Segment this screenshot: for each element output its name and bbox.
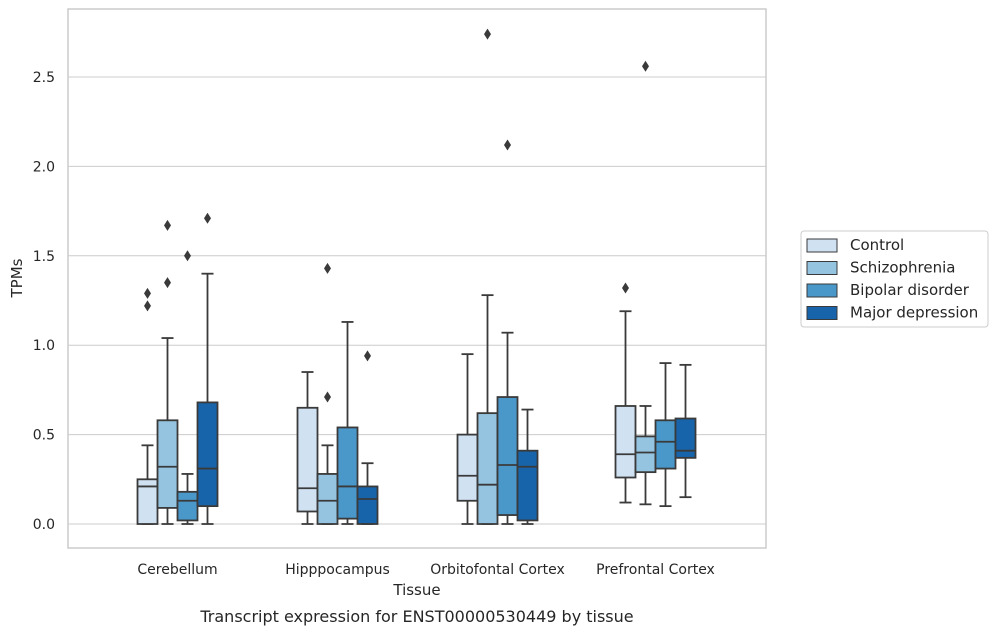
legend-swatch [806, 306, 838, 320]
outlier-point [364, 350, 371, 362]
box-bipolar-disorder [336, 321, 359, 525]
outlier-point [324, 262, 331, 274]
legend-swatch [806, 238, 838, 253]
box-bipolar-disorder [176, 250, 199, 525]
outlier-point [504, 139, 511, 151]
x-tick-label: Prefrontal Cortex [596, 562, 715, 578]
x-tick-label: Cerebellum [137, 562, 217, 578]
outlier-point [164, 277, 171, 289]
y-tick-label: 1.0 [33, 338, 55, 354]
box-body [336, 426, 359, 520]
box-schizophrenia [634, 60, 657, 506]
box-body [356, 485, 379, 525]
box-body [516, 449, 539, 522]
y-tick-labels: 0.0 0.5 1.0 1.5 2.0 2.5 [33, 70, 55, 533]
box-control [456, 353, 479, 525]
box-body [156, 419, 179, 509]
box-control [614, 282, 637, 504]
outlier-point [622, 282, 629, 294]
box-control [296, 371, 319, 525]
box-body [176, 490, 199, 522]
plot-area-frame [67, 8, 767, 549]
legend-label: Major depression [850, 304, 978, 322]
box-body [196, 401, 219, 508]
legend-label: Bipolar disorder [850, 281, 970, 299]
box-body [456, 433, 479, 502]
box-major-depression [516, 408, 539, 525]
box-major-depression [356, 350, 379, 525]
legend-label: Schizophrenia [850, 259, 955, 277]
box-major-depression [674, 363, 697, 499]
y-axis-label: TPMs [8, 258, 26, 298]
box-schizophrenia [316, 262, 339, 525]
outlier-point [164, 219, 171, 231]
y-tick-label: 2.0 [33, 159, 55, 175]
box-body [316, 473, 339, 525]
box-body [296, 406, 319, 513]
box-schizophrenia [156, 219, 179, 525]
y-tick-label: 2.5 [33, 70, 55, 86]
box-control [136, 287, 159, 525]
outlier-point [642, 60, 649, 72]
x-tick-label: Orbitofontal Cortex [430, 562, 565, 578]
legend-frame [800, 230, 989, 328]
box-schizophrenia [476, 28, 499, 525]
outlier-point [484, 28, 491, 40]
outlier-point [144, 287, 151, 299]
box-body [476, 412, 499, 525]
box-body [496, 396, 519, 516]
x-tick-label: Hipppocampus [285, 562, 390, 578]
y-tick-label: 1.5 [33, 249, 55, 265]
legend: Control Schizophrenia Bipolar disorder Majo… [800, 230, 989, 328]
box-bipolar-disorder [496, 139, 519, 525]
box-body [614, 405, 637, 479]
legend-swatch [806, 283, 838, 298]
box-body [634, 435, 657, 474]
box-body [674, 417, 697, 459]
legend-swatch [806, 261, 838, 275]
outlier-point [144, 300, 151, 312]
box-major-depression [196, 212, 219, 525]
outlier-point [324, 391, 331, 403]
box-body [654, 419, 677, 470]
x-axis-label: Tissue [392, 581, 440, 599]
y-tick-label: 0.0 [33, 517, 55, 533]
outlier-point [204, 212, 211, 224]
x-tick-labels: Cerebellum Hipppocampus Orbitofontal Corte… [137, 562, 714, 578]
chart-caption: Transcript expression for ENST0000053044… [199, 607, 633, 626]
legend-label: Control [850, 236, 904, 254]
y-tick-label: 0.5 [33, 428, 55, 444]
box-plot-marks [136, 28, 697, 525]
outlier-point [184, 250, 191, 262]
box-bipolar-disorder [654, 362, 677, 508]
